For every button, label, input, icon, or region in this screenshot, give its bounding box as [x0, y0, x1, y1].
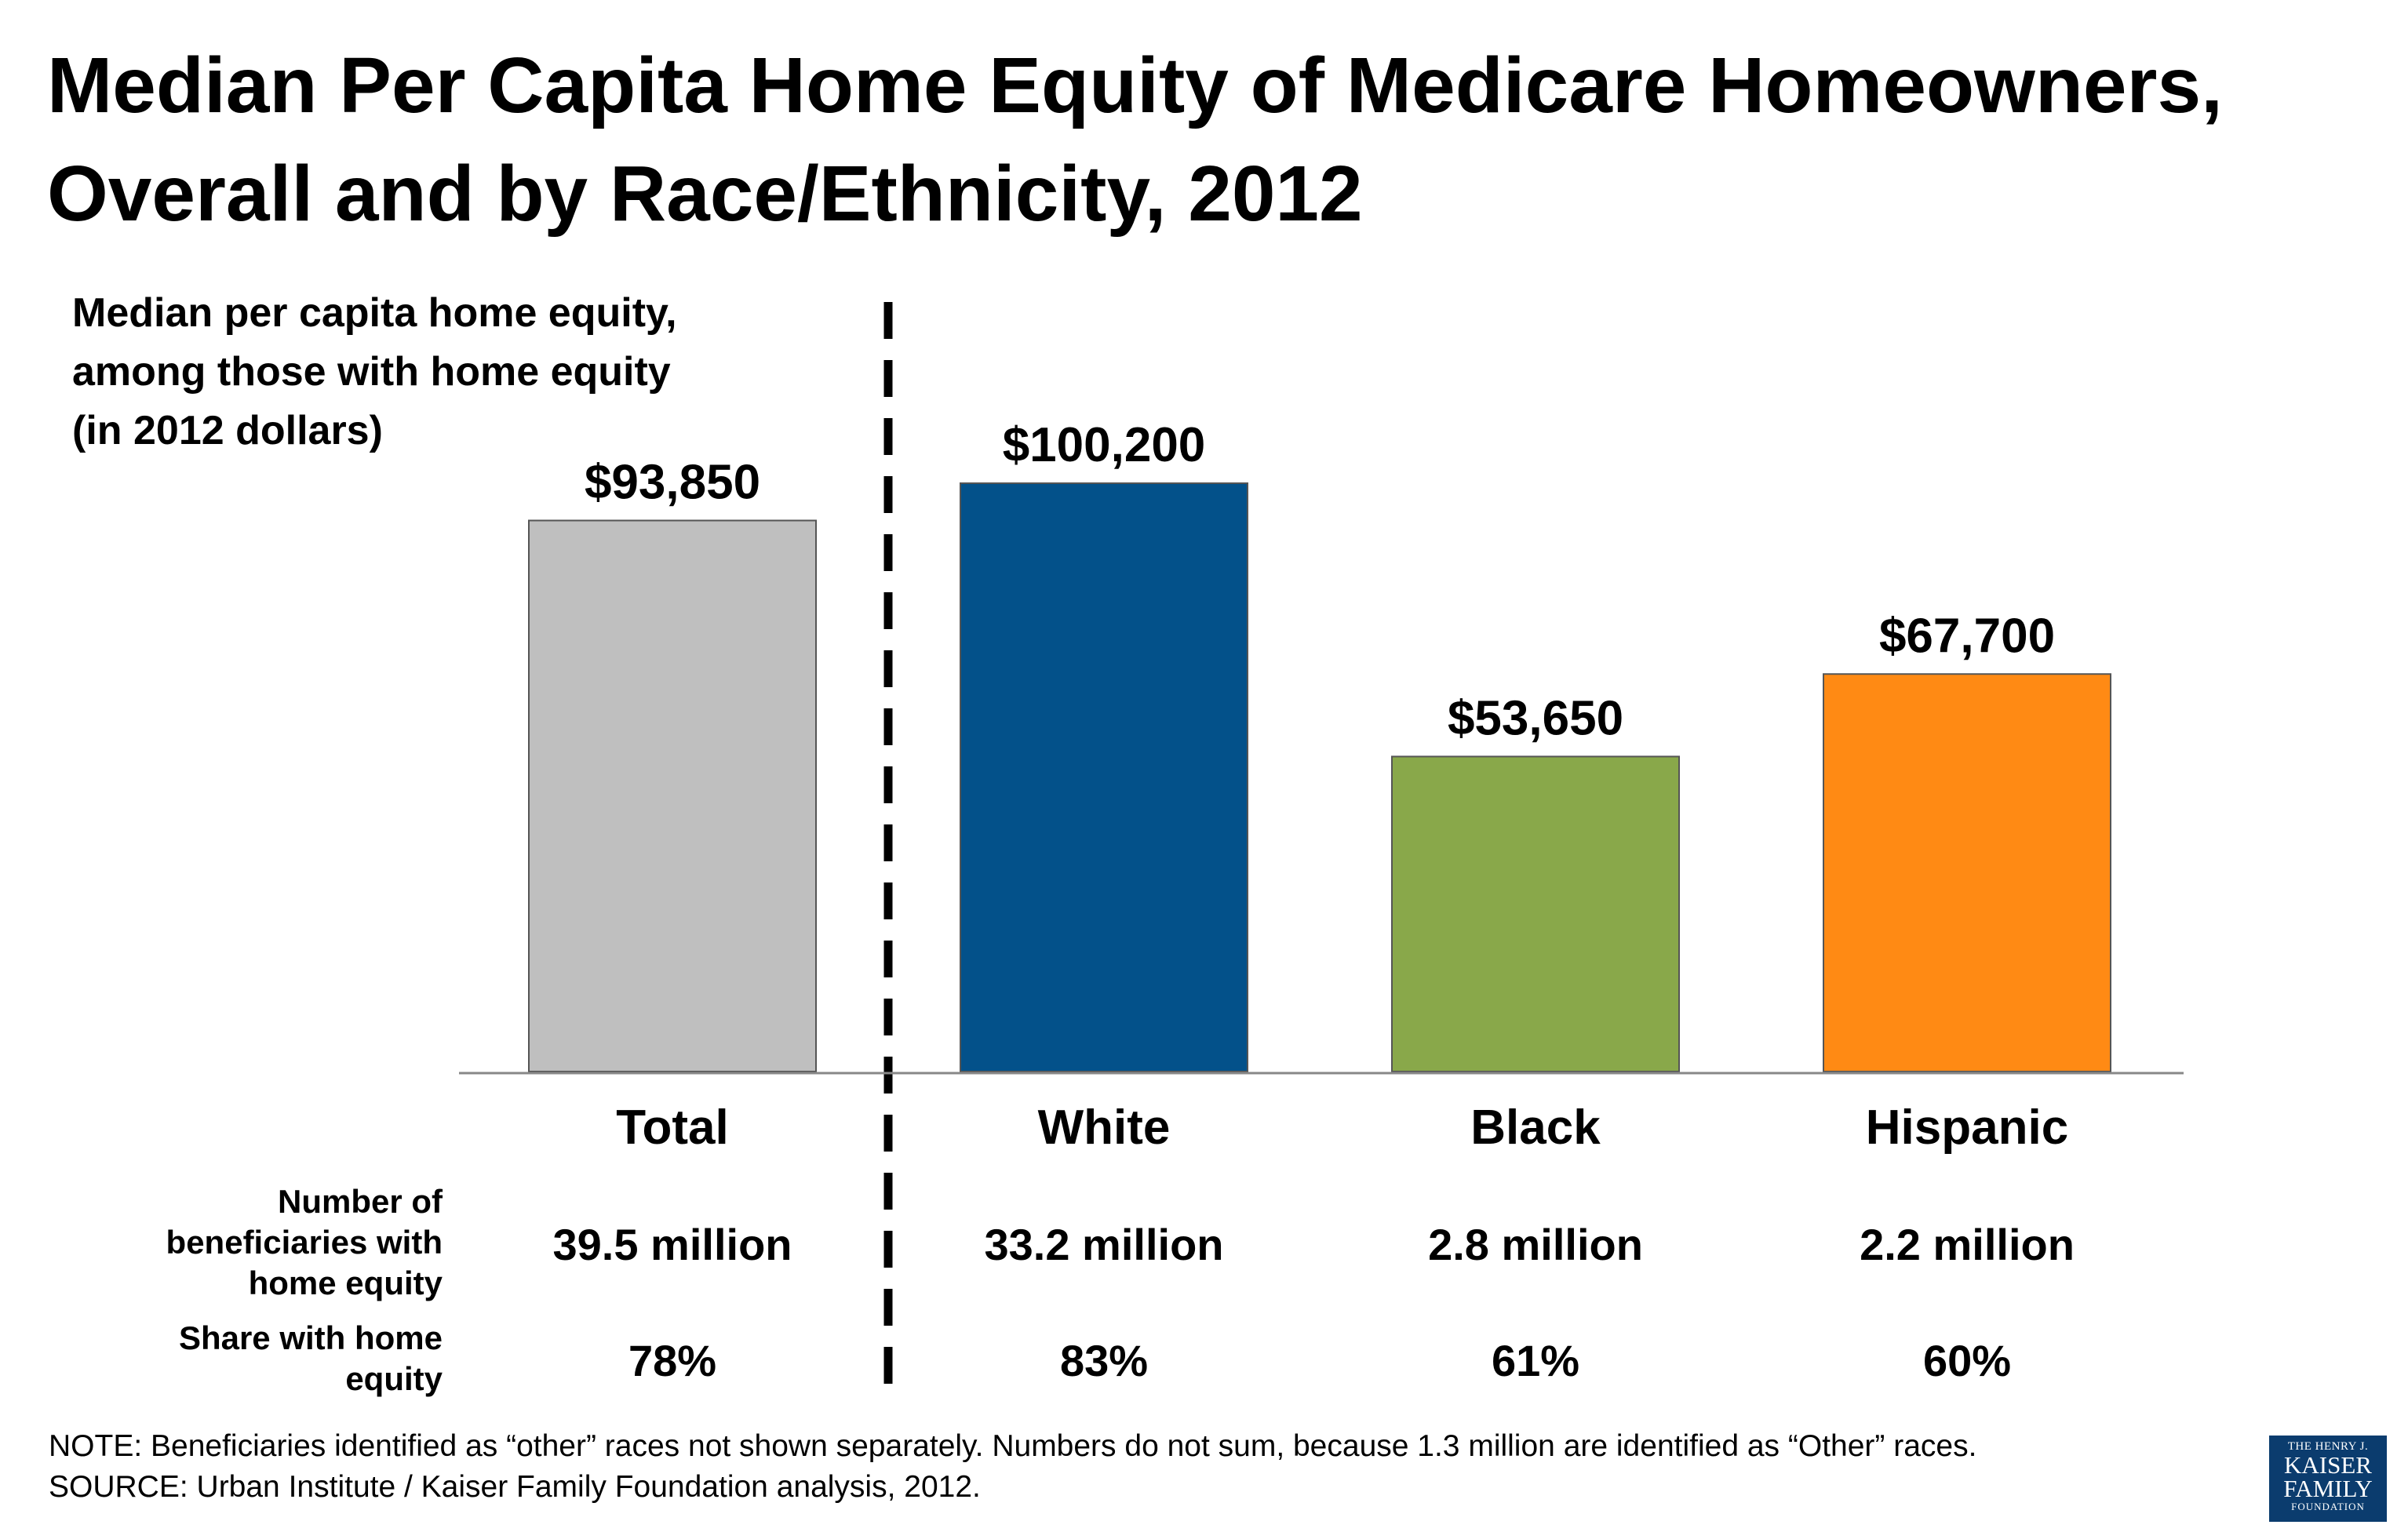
data-label-hispanic: $67,700 [1879, 609, 2055, 663]
chart-title: Median Per Capita Home Equity of Medicar… [47, 31, 2322, 248]
kaiser-family-foundation-logo: THE HENRY J. KAISER FAMILY FOUNDATION [2269, 1436, 2387, 1522]
beneficiaries-row-label-line-3: home equity [248, 1265, 443, 1301]
data-label-white: $100,200 [1003, 418, 1206, 472]
footer-note: NOTE: Beneficiaries identified as “other… [49, 1429, 1977, 1463]
footer: NOTE: Beneficiaries identified as “other… [49, 1426, 1976, 1508]
share-row-label: Share with home equity [179, 1318, 443, 1399]
bar-hispanic [1823, 673, 2111, 1073]
beneficiaries-row-label: Number of beneficiaries with home equity [166, 1181, 443, 1304]
beneficiaries-row-label-line-2: beneficiaries with [166, 1224, 443, 1261]
category-label-white: White [1037, 1101, 1171, 1155]
title-line-2: Overall and by Race/Ethnicity, 2012 [47, 150, 1363, 238]
category-label-hispanic: Hispanic [1865, 1101, 2069, 1155]
data-label-black: $53,650 [1448, 691, 1623, 745]
beneficiaries-row-label-line-1: Number of [278, 1183, 443, 1220]
y-axis-label-line-1: Median per capita home equity, [72, 290, 677, 336]
beneficiaries-black: 2.8 million [1428, 1220, 1643, 1269]
beneficiaries-hispanic: 2.2 million [1860, 1220, 2075, 1269]
share-black: 61% [1491, 1336, 1580, 1385]
category-label-black: Black [1470, 1101, 1601, 1155]
share-white: 83% [1059, 1336, 1149, 1385]
share-total: 78% [628, 1336, 717, 1385]
share-row-label-line-2: equity [345, 1360, 443, 1397]
y-axis-label: Median per capita home equity, among tho… [72, 284, 677, 460]
logo-line-2: KAISER [2284, 1451, 2372, 1479]
bar-black [1391, 755, 1680, 1073]
title-line-1: Median Per Capita Home Equity of Medicar… [47, 42, 2223, 129]
footer-source: SOURCE: Urban Institute / Kaiser Family … [49, 1470, 981, 1504]
bar-total [528, 519, 817, 1072]
beneficiaries-total: 39.5 million [552, 1220, 792, 1269]
share-row-label-line-1: Share with home [178, 1319, 443, 1356]
y-axis-label-line-3: (in 2012 dollars) [72, 408, 383, 453]
logo-line-1: THE HENRY J. [2287, 1440, 2369, 1453]
beneficiaries-white: 33.2 million [984, 1220, 1224, 1269]
logo-line-4: FOUNDATION [2291, 1501, 2365, 1512]
data-label-total: $93,850 [585, 456, 760, 510]
share-hispanic: 60% [1922, 1336, 2012, 1385]
y-axis-label-line-2: among those with home equity [72, 349, 671, 395]
category-label-total: Total [616, 1101, 729, 1155]
bar-white [960, 482, 1248, 1072]
logo-line-3: FAMILY [2283, 1475, 2373, 1502]
